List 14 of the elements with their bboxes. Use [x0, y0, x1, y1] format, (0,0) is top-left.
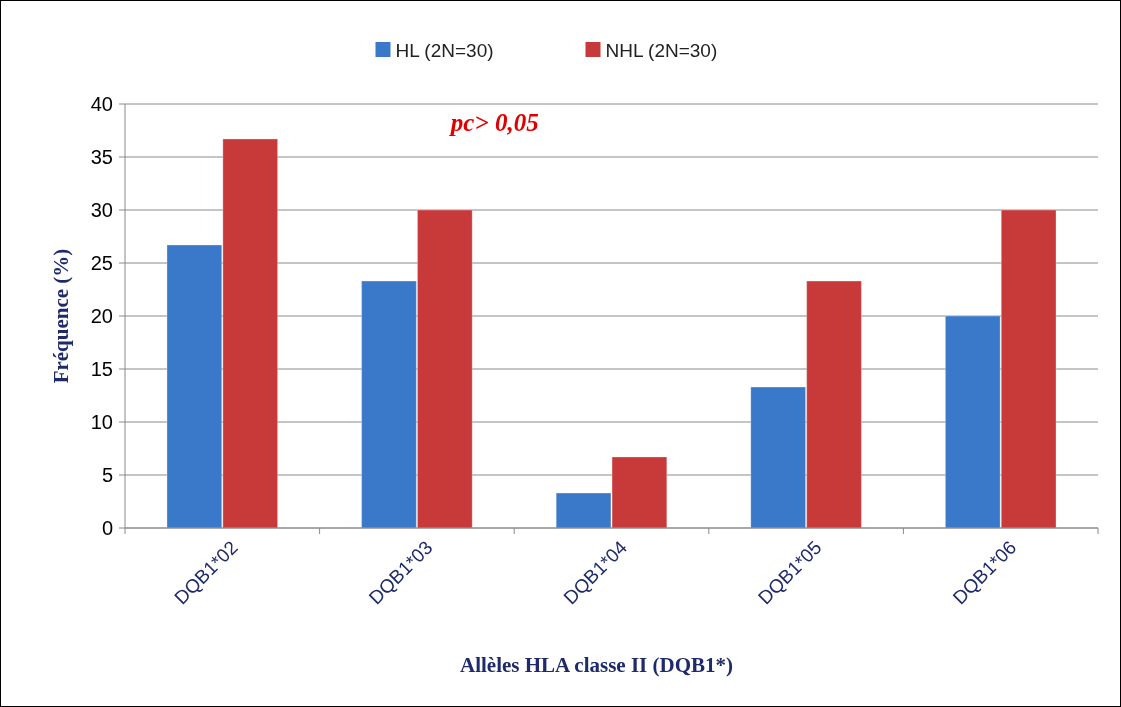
- y-axis-title: Fréquence (%): [49, 248, 73, 384]
- y-tick-label: 40: [90, 93, 113, 115]
- annotation: pc> 0,05: [448, 108, 539, 136]
- y-tick-label: 20: [90, 305, 113, 327]
- y-tick-label: 25: [90, 252, 113, 274]
- legend-label: NHL (2N=30): [605, 39, 718, 61]
- legend-label: HL (2N=30): [395, 39, 494, 61]
- y-tick-label: 5: [101, 464, 113, 486]
- x-axis-title: Allèles HLA classe II (DQB1*): [460, 653, 733, 677]
- y-tick-label: 0: [101, 517, 113, 539]
- y-tick-label: 30: [90, 199, 113, 221]
- y-tick-label: 15: [90, 358, 113, 380]
- y-tick-label: 10: [90, 411, 113, 433]
- y-tick-label: 35: [90, 146, 113, 168]
